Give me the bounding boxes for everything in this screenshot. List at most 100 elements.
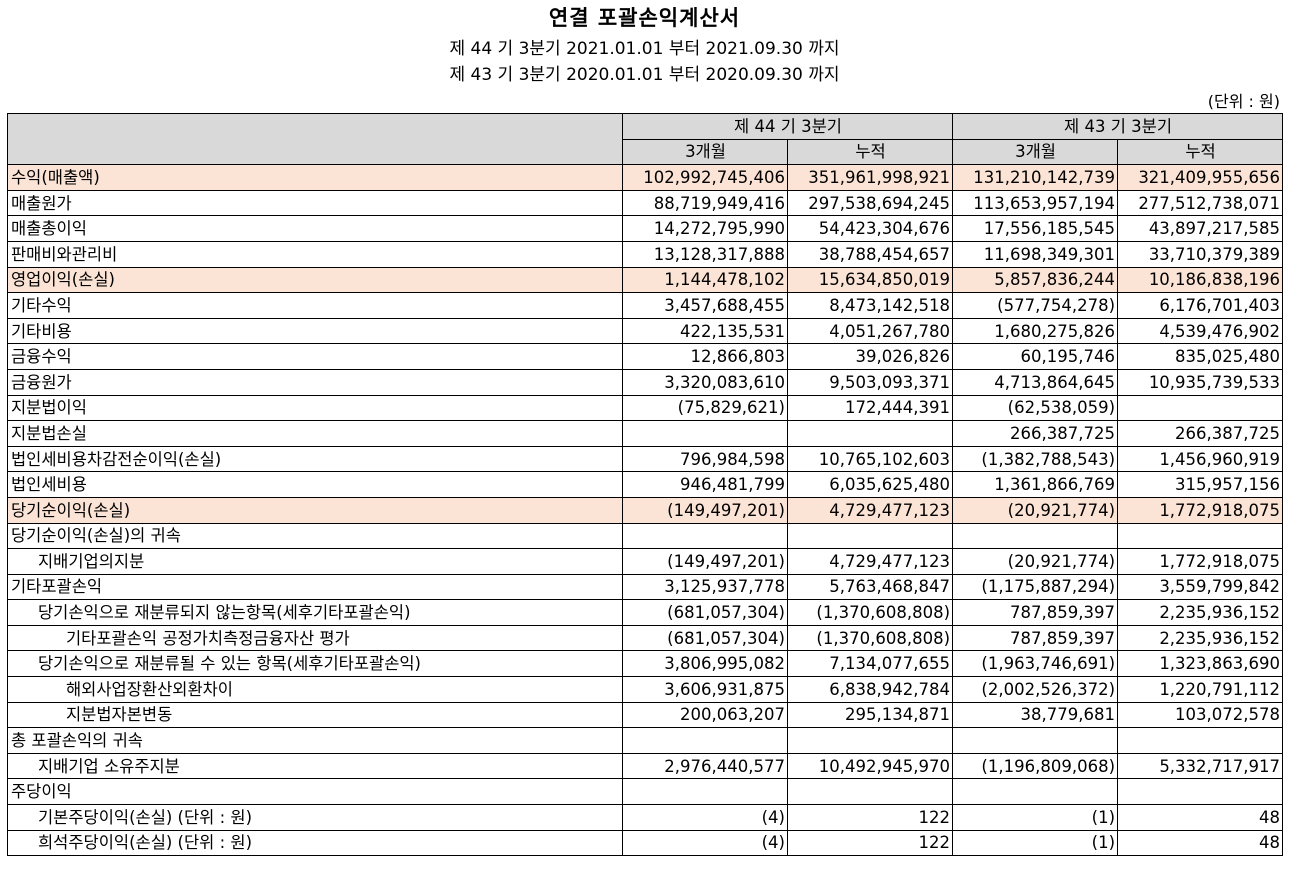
- table-body: 수익(매출액) 102,992,745,406 351,961,998,921 131…: [7, 164, 1284, 857]
- value-3m-prior: (1): [952, 804, 1119, 831]
- header-group-prior: 제 43 기 3분기: [952, 113, 1284, 140]
- value-cum-prior: 33,710,379,389: [1117, 240, 1284, 268]
- value-cum-prior: [1117, 394, 1284, 422]
- value-3m-current: (681,057,304): [622, 599, 788, 626]
- value-3m-current: 3,806,995,082: [622, 650, 788, 678]
- value-cum-current: 15,634,850,019: [786, 266, 954, 294]
- header-3m-current: 3개월: [622, 138, 788, 166]
- value-cum-prior: 103,072,578: [1117, 701, 1284, 729]
- value-cum-current: [786, 778, 954, 806]
- table-row: 당기순이익(손실)의 귀속: [7, 522, 1284, 550]
- value-cum-current: 10,492,945,970: [786, 752, 954, 780]
- table-row: 주당이익: [7, 778, 1284, 806]
- table-row: 총 포괄손익의 귀속: [7, 727, 1284, 754]
- value-cum-prior: [1117, 778, 1284, 806]
- value-3m-prior: 1,680,275,826: [952, 317, 1119, 345]
- value-cum-current: 6,035,625,480: [786, 471, 954, 498]
- value-cum-prior: 1,772,918,075: [1117, 548, 1284, 575]
- table-row: 기타포괄손익 공정가치측정금융자산 평가 (681,057,304) (1,370,…: [7, 624, 1284, 652]
- value-3m-prior: (1,175,887,294): [952, 573, 1119, 601]
- value-3m-current: 2,976,440,577: [622, 752, 788, 780]
- row-label: 지배기업 소유주지분: [7, 752, 623, 780]
- value-3m-current: 946,481,799: [622, 471, 788, 498]
- value-3m-prior: 787,859,397: [952, 624, 1119, 652]
- value-cum-current: 5,763,468,847: [786, 573, 954, 601]
- value-cum-current: 8,473,142,518: [786, 292, 954, 319]
- value-cum-prior: 48: [1117, 829, 1284, 857]
- value-cum-prior: [1117, 522, 1284, 550]
- value-cum-current: 297,538,694,245: [786, 189, 954, 217]
- value-cum-prior: 43,897,217,585: [1117, 215, 1284, 242]
- value-cum-current: 295,134,871: [786, 701, 954, 729]
- value-3m-prior: 131,210,142,739: [952, 164, 1119, 191]
- row-label: 기타포괄손익 공정가치측정금융자산 평가: [7, 624, 623, 652]
- table-row: 법인세비용차감전순이익(손실) 796,984,598 10,765,102,603…: [7, 445, 1284, 473]
- value-3m-prior: (2,002,526,372): [952, 676, 1119, 703]
- value-3m-current: (75,829,621): [622, 394, 788, 422]
- value-3m-current: 3,320,083,610: [622, 368, 788, 396]
- value-3m-current: 200,063,207: [622, 701, 788, 729]
- value-cum-current: (1,370,608,808): [786, 599, 954, 626]
- table-row: 지배기업 소유주지분 2,976,440,577 10,492,945,970 (1,…: [7, 752, 1284, 780]
- value-3m-prior: 266,387,725: [952, 420, 1119, 447]
- table-row: 법인세비용 946,481,799 6,035,625,480 1,361,866,7…: [7, 471, 1284, 498]
- value-cum-current: 4,729,477,123: [786, 548, 954, 575]
- table-row: 금융수익 12,866,803 39,026,826 60,195,746 835,02…: [7, 343, 1284, 370]
- value-cum-current: 6,838,942,784: [786, 676, 954, 703]
- row-label: 기타수익: [7, 292, 623, 319]
- table-row: 매출원가 88,719,949,416 297,538,694,245 113,653…: [7, 189, 1284, 217]
- table-header: 제 44 기 3분기 제 43 기 3분기 3개월 누적 3개월 누적: [7, 112, 1284, 166]
- row-label: 법인세비용차감전순이익(손실): [7, 445, 623, 473]
- row-label: 당기손익으로 재분류되지 않는항목(세후기타포괄손익): [7, 599, 623, 626]
- value-cum-prior: 277,512,738,071: [1117, 189, 1284, 217]
- value-cum-prior: [1117, 727, 1284, 754]
- value-cum-current: 122: [786, 804, 954, 831]
- value-cum-prior: 315,957,156: [1117, 471, 1284, 498]
- header-cum-prior: 누적: [1117, 138, 1284, 166]
- value-3m-prior: (1,196,809,068): [952, 752, 1119, 780]
- value-cum-prior: 5,332,717,917: [1117, 752, 1284, 780]
- value-3m-prior: (62,538,059): [952, 394, 1119, 422]
- unit-label: (단위 : 원): [1207, 92, 1280, 111]
- value-cum-prior: 10,935,739,533: [1117, 368, 1284, 396]
- row-label: 당기순이익(손실)의 귀속: [7, 522, 623, 550]
- header-corner: [7, 112, 623, 166]
- value-cum-current: 9,503,093,371: [786, 368, 954, 396]
- value-cum-current: [786, 727, 954, 754]
- value-cum-current: 39,026,826: [786, 343, 954, 370]
- row-label: 주당이익: [7, 778, 623, 806]
- value-3m-prior: (1): [952, 829, 1119, 857]
- value-3m-prior: (20,921,774): [952, 548, 1119, 575]
- value-3m-current: (149,497,201): [622, 548, 788, 575]
- row-label: 희석주당이익(손실) (단위 : 원): [7, 829, 623, 857]
- header-row-groups: 제 44 기 3분기 제 43 기 3분기: [7, 112, 1284, 166]
- value-3m-current: 102,992,745,406: [622, 164, 788, 191]
- header-cum-current: 누적: [786, 138, 954, 166]
- table-row: 판매비와관리비 13,128,317,888 38,788,454,657 11,69…: [7, 240, 1284, 268]
- value-3m-prior: (20,921,774): [952, 496, 1119, 524]
- table-row: 매출총이익 14,272,795,990 54,423,304,676 17,556,…: [7, 215, 1284, 242]
- value-3m-current: [622, 778, 788, 806]
- table-row: 당기순이익(손실) (149,497,201) 4,729,477,123 (20,9…: [7, 496, 1284, 524]
- table-row: 기타수익 3,457,688,455 8,473,142,518 (577,754,2…: [7, 292, 1284, 319]
- value-3m-prior: (1,382,788,543): [952, 445, 1119, 473]
- income-statement-table: 제 44 기 3분기 제 43 기 3분기 3개월 누적 3개월 누적 수익(매…: [7, 112, 1284, 857]
- table-row: 지분법이익 (75,829,621) 172,444,391 (62,538,059): [7, 394, 1284, 422]
- value-3m-prior: 5,857,836,244: [952, 266, 1119, 294]
- table-row: 기타비용 422,135,531 4,051,267,780 1,680,275,82…: [7, 317, 1284, 345]
- period-prior: 제 43 기 3분기 2020.01.01 부터 2020.09.30 까지: [449, 65, 840, 85]
- value-cum-current: 10,765,102,603: [786, 445, 954, 473]
- value-3m-current: 14,272,795,990: [622, 215, 788, 242]
- table-row: 지배기업의지분 (149,497,201) 4,729,477,123 (20,921…: [7, 548, 1284, 575]
- value-cum-current: 38,788,454,657: [786, 240, 954, 268]
- row-label: 지분법자본변동: [7, 701, 623, 729]
- value-3m-prior: 4,713,864,645: [952, 368, 1119, 396]
- value-3m-current: [622, 522, 788, 550]
- value-3m-current: (149,497,201): [622, 496, 788, 524]
- table-row: 희석주당이익(손실) (단위 : 원) (4) 122 (1) 48: [7, 829, 1284, 857]
- value-cum-prior: 1,772,918,075: [1117, 496, 1284, 524]
- table-row: 지분법자본변동 200,063,207 295,134,871 38,779,681 1…: [7, 701, 1284, 729]
- value-3m-prior: 113,653,957,194: [952, 189, 1119, 217]
- header-group-current: 제 44 기 3분기: [621, 113, 954, 140]
- value-cum-prior: 321,409,955,656: [1117, 164, 1284, 191]
